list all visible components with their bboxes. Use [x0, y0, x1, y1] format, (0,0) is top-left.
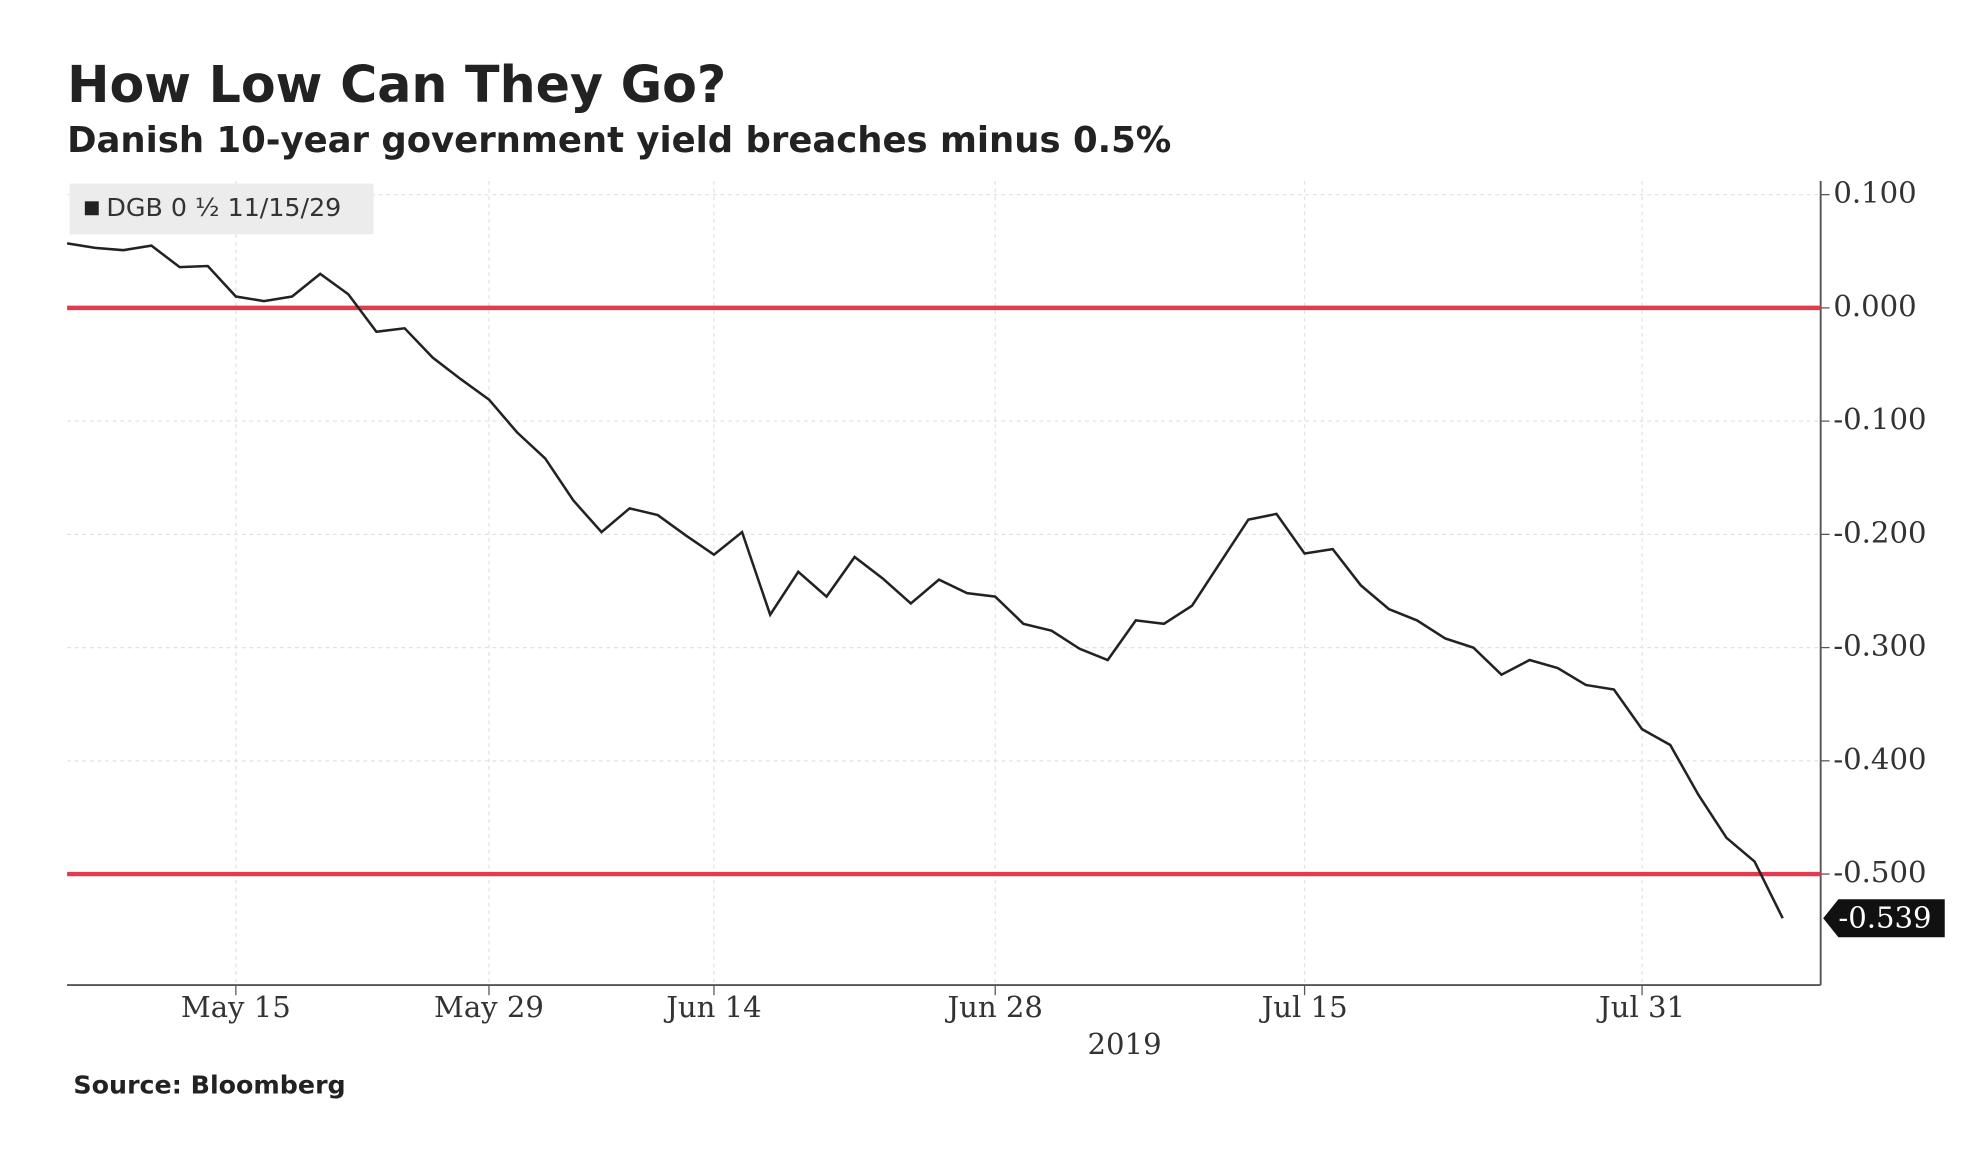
x-year-label: 2019: [1088, 1027, 1162, 1061]
x-tick-label: May 15: [181, 990, 291, 1024]
legend-label: DGB 0 ½ 11/15/29: [106, 192, 341, 222]
legend-swatch: [84, 201, 99, 216]
last-value-label: -0.539: [1838, 900, 1931, 934]
x-tick-label: Jul 31: [1596, 990, 1685, 1024]
y-tick-label: -0.200: [1833, 515, 1926, 549]
y-tick-label: -0.500: [1833, 855, 1926, 889]
x-tick-label: May 29: [434, 990, 544, 1024]
y-tick-label: -0.100: [1833, 402, 1926, 436]
series-line: [66, 242, 1784, 919]
x-tick-label: Jun 28: [944, 990, 1042, 1024]
chart-subtitle: Danish 10-year government yield breaches…: [67, 120, 1171, 161]
y-tick-label: -0.300: [1833, 629, 1926, 663]
source: Source: Bloomberg: [73, 1069, 345, 1099]
last-value-box: [1823, 899, 1945, 938]
y-tick-label: 0.100: [1833, 176, 1916, 210]
y-tick-label: 0.000: [1833, 289, 1916, 323]
x-tick-label: Jun 14: [663, 990, 761, 1024]
x-tick-label: Jul 15: [1259, 990, 1348, 1024]
chart-title: How Low Can They Go?: [67, 55, 726, 114]
y-tick-label: -0.400: [1833, 742, 1926, 776]
legend-box: [69, 183, 374, 235]
